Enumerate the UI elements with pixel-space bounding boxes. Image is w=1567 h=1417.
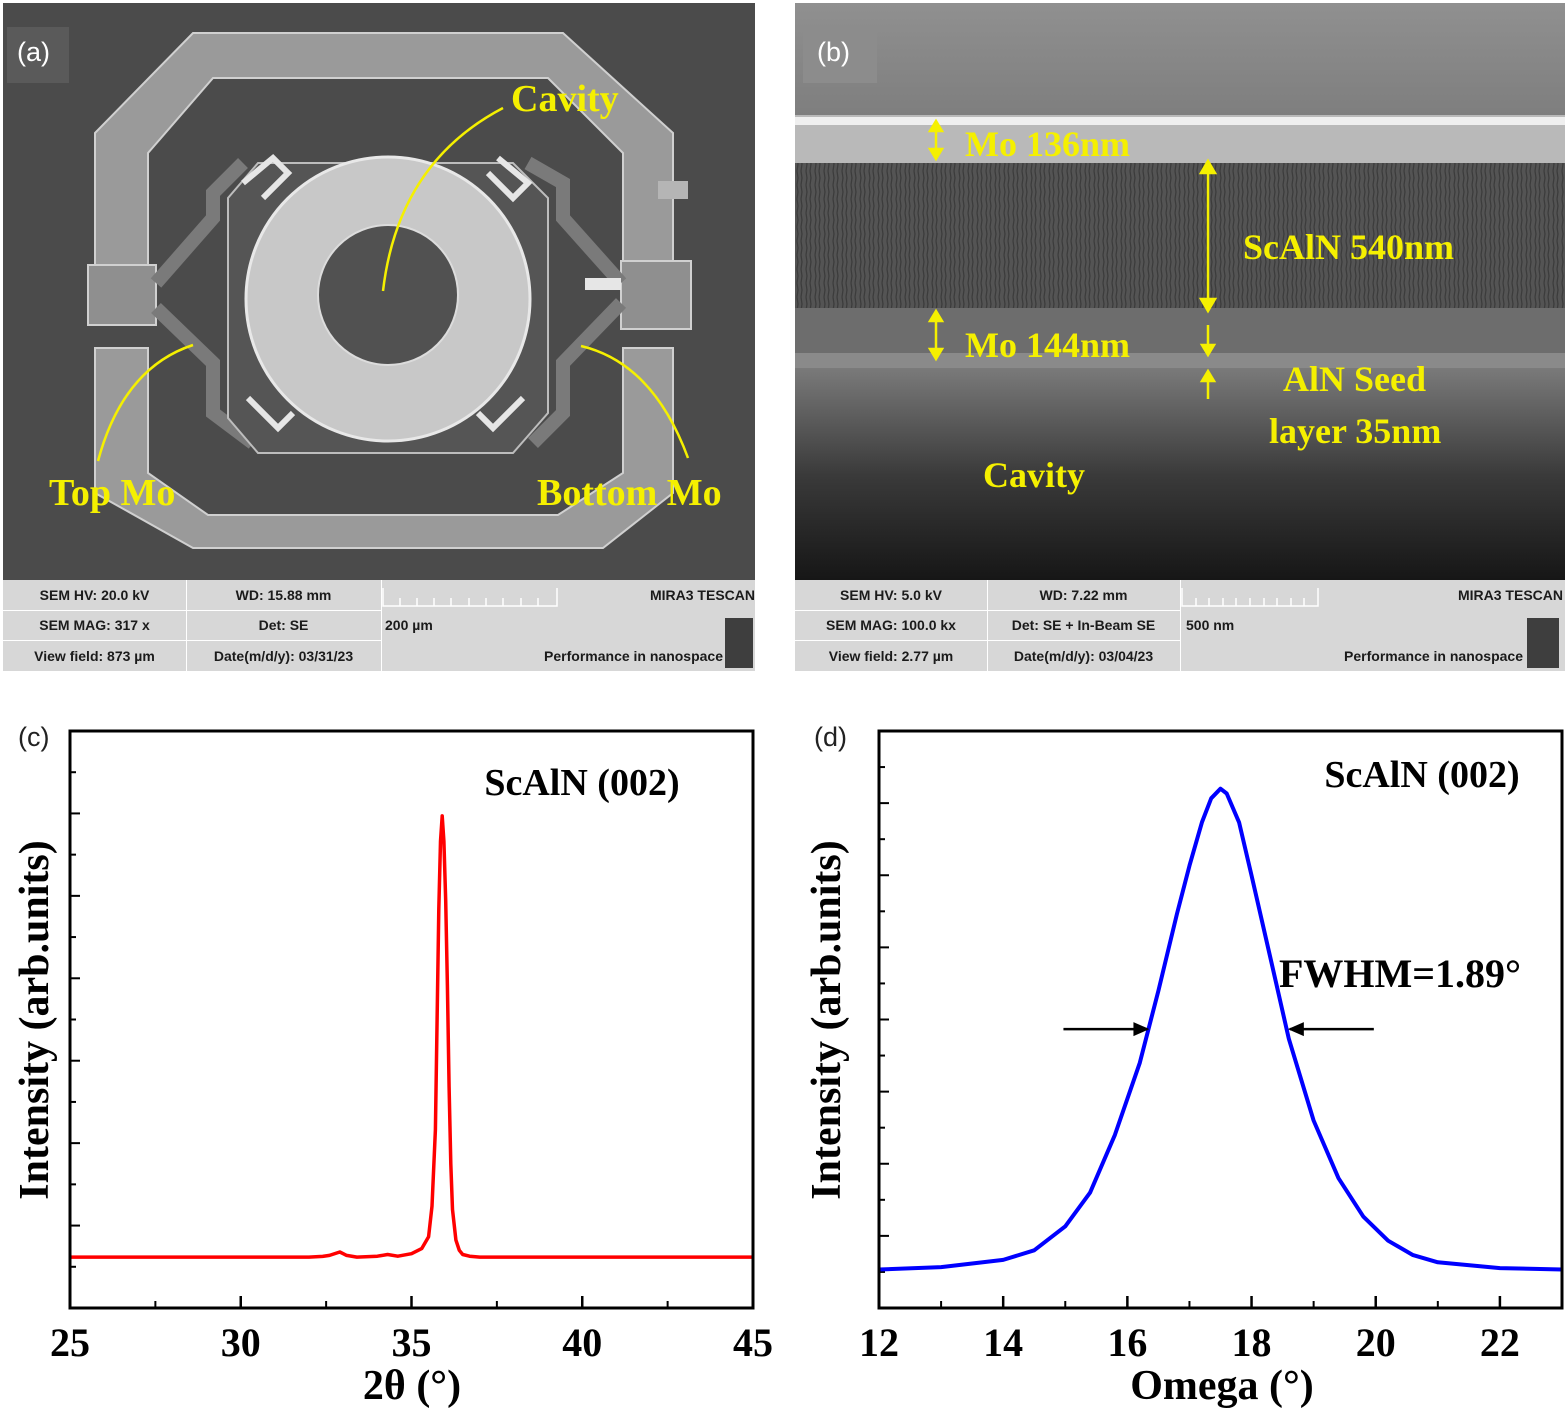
- panel-d-x-tick-label: 20: [1356, 1320, 1396, 1365]
- panel-a-sem-hv: SEM HV: 20.0 kV: [39, 587, 150, 603]
- panel-c-y-axis-label: Intensity (arb.units): [12, 840, 58, 1199]
- panel-d-x-tick-label: 22: [1480, 1320, 1520, 1365]
- panel-b-label-box: [803, 25, 877, 83]
- panel-b-sem-brand: MIRA3 TESCAN: [1457, 587, 1563, 603]
- panel-a-sem-scale: 200 µm: [385, 617, 433, 633]
- panel-d-y-axis-label: Intensity (arb.units): [804, 840, 850, 1199]
- panel-d-x-tick-label: 18: [1232, 1320, 1272, 1365]
- panel-b-sem-det: Det: SE + In-Beam SE: [1011, 617, 1156, 633]
- panel-d-x-tick-label: 16: [1107, 1320, 1147, 1365]
- panel-a-device-drawing: Cavity Top Mo Bottom Mo: [3, 3, 755, 583]
- panel-c-x-tick-label: 45: [733, 1320, 773, 1365]
- panel-c-xrd-chart: 25 30 35 40 45 ScAlN (002) 2θ (°) Intensity …: [12, 729, 773, 1409]
- panel-a-sem-tagline: Performance in nanospace: [544, 647, 723, 664]
- panel-a-sem-date: Date(m/d/y): 03/31/23: [213, 647, 354, 664]
- panel-b-label: (b): [817, 37, 850, 67]
- panel-a-sem-mag: SEM MAG: 317 x: [39, 617, 150, 633]
- panel-b-seed-label-line2: layer 35nm: [1269, 411, 1441, 451]
- panel-d-x-tick-label: 12: [859, 1320, 899, 1365]
- panel-d-fwhm-annotation: FWHM=1.89°: [1279, 951, 1521, 996]
- panel-c-chart-title: ScAlN (002): [484, 762, 679, 804]
- panel-a-sem-image: Cavity Top Mo Bottom Mo (a) SEM HV: 20.0…: [3, 3, 755, 671]
- panel-b-mo-top-label: Mo 136nm: [965, 124, 1130, 164]
- panel-b-sem-hv: SEM HV: 5.0 kV: [840, 587, 942, 603]
- panel-a-top-mo-label: Top Mo: [49, 472, 175, 514]
- panel-b-sem-tagline: Performance in nanospace: [1344, 647, 1523, 664]
- panel-c-x-tick-label: 25: [50, 1320, 90, 1365]
- panel-b-cavity-label: Cavity: [983, 455, 1085, 495]
- panel-b-sem-date: Date(m/d/y): 03/04/23: [1013, 647, 1154, 664]
- panel-b-mo-bottom-label: Mo 144nm: [965, 325, 1130, 365]
- panel-d-x-tick-label: 14: [983, 1320, 1023, 1365]
- panel-d-plot-frame: [877, 729, 1564, 1310]
- panel-a-label-box: [7, 27, 69, 83]
- panel-a-tescan-logo: [725, 618, 753, 668]
- panel-a-sem-brand: MIRA3 TESCAN: [649, 587, 755, 603]
- panel-a-bottom-mo-label: Bottom Mo: [537, 472, 722, 514]
- panel-b-sem-view-field: View field: 2.77 µm: [828, 647, 954, 664]
- panel-c-x-tick-label: 35: [392, 1320, 432, 1365]
- panel-c-x-tick-label: 40: [562, 1320, 602, 1365]
- panel-c-label: (c): [18, 722, 50, 752]
- panel-b-sem-image: Mo 136nm ScAlN 540nm Mo 144nm AlN Seed l…: [795, 3, 1565, 671]
- panel-b-tescan-logo: [1527, 618, 1559, 668]
- panel-b-seed-label-line1: AlN Seed: [1283, 359, 1426, 399]
- panel-b-cross-section-drawing: Mo 136nm ScAlN 540nm Mo 144nm AlN Seed l…: [795, 3, 1565, 583]
- panel-b-sem-mag: SEM MAG: 100.0 kx: [826, 617, 956, 633]
- panel-c-x-axis-label: 2θ (°): [363, 1363, 461, 1409]
- panel-c-plot-frame: [68, 729, 755, 1310]
- panel-a-sem-det: Det: SE: [258, 617, 309, 633]
- panel-d-label: (d): [814, 722, 847, 752]
- fwhm-right-arrowhead: [1287, 1022, 1304, 1037]
- panel-a-sem-wd: WD: 15.88 mm: [235, 587, 332, 603]
- panel-b-sem-scale: 500 nm: [1186, 617, 1235, 633]
- panel-b-scale-bar: [1181, 588, 1319, 607]
- fwhm-left-arrowhead: [1133, 1022, 1150, 1037]
- panel-d-x-axis-label: Omega (°): [1130, 1363, 1314, 1409]
- panel-a-cavity-label: Cavity: [511, 78, 619, 120]
- panel-c-series-line: [70, 814, 753, 1259]
- panel-b-scaln-label: ScAlN 540nm: [1243, 227, 1454, 267]
- panel-d-rocking-curve-chart: 12 14 16 18 20 22 ScAlN (002) FWHM=1.89° Omeg…: [804, 729, 1564, 1409]
- panel-d-fwhm-arrows: [1063, 1022, 1374, 1037]
- panel-a-scale-bar: [382, 588, 558, 607]
- panel-b-sem-info-bar: SEM HV: 5.0 kV WD: 7.22 mm SEM MAG: 100.…: [795, 580, 1565, 671]
- panel-b-sem-wd: WD: 7.22 mm: [1039, 587, 1128, 603]
- panel-d-chart-title: ScAlN (002): [1324, 754, 1519, 796]
- panel-c-x-tick-label: 30: [221, 1320, 261, 1365]
- panel-a-sem-view-field: View field: 873 µm: [34, 647, 155, 664]
- panel-a-label: (a): [17, 37, 50, 67]
- panel-a-sem-info-bar: SEM HV: 20.0 kV WD: 15.88 mm SEM MAG: 31…: [3, 580, 755, 671]
- panel-d-series-line: [878, 786, 1563, 1272]
